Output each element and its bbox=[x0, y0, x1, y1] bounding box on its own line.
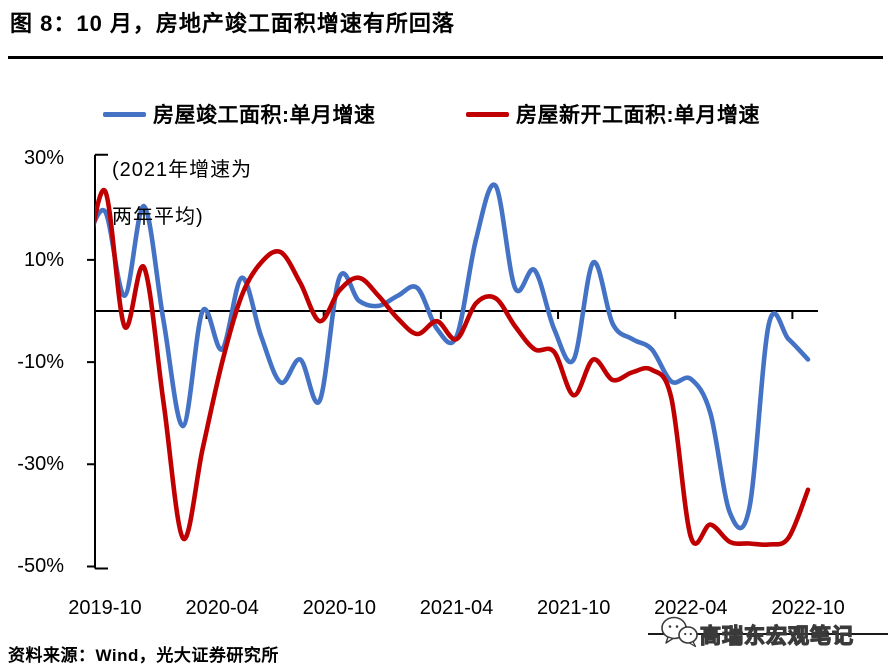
page-title: 图 8：10 月，房地产竣工面积增速有所回落 bbox=[10, 11, 455, 36]
series-line-completion bbox=[95, 182, 811, 531]
legend-label-new-starts: 房屋新开工面积:单月增速 bbox=[516, 104, 760, 127]
legend-swatch-blue-line-icon bbox=[103, 111, 146, 117]
x-axis-tick-label: 2021-10 bbox=[536, 597, 611, 619]
title-divider bbox=[8, 56, 883, 59]
x-axis-tick-label: 2020-04 bbox=[185, 597, 259, 619]
watermark-text: 高瑞东宏观笔记 bbox=[699, 624, 854, 648]
y-axis-tick-label: -50% bbox=[17, 555, 64, 578]
series-line-new-starts bbox=[95, 188, 811, 548]
x-axis-tick-label: 2022-10 bbox=[771, 597, 845, 619]
chart-annotation: (2021年增速为 bbox=[112, 159, 253, 181]
legend-item-completion: 房屋竣工面积:单月增速 bbox=[103, 102, 376, 127]
legend-swatch-red-line-icon bbox=[466, 111, 509, 117]
x-axis-tick-label: 2021-04 bbox=[419, 597, 494, 619]
watermark: 高瑞东宏观笔记 bbox=[648, 612, 888, 656]
legend-label-completion: 房屋竣工面积:单月增速 bbox=[153, 104, 376, 127]
y-axis-tick-label: -30% bbox=[17, 453, 64, 476]
x-axis-tick-label: 2020-10 bbox=[302, 597, 377, 619]
x-axis-tick-label: 2019-10 bbox=[68, 597, 142, 619]
x-axis-tick-label: 2022-04 bbox=[654, 597, 728, 619]
legend-item-new-starts: 房屋新开工面积:单月增速 bbox=[466, 102, 760, 127]
wechat-bubbles-icon bbox=[661, 616, 698, 648]
source-note: 资料来源：Wind，光大证券研究所 bbox=[8, 646, 279, 665]
y-axis-tick-label: -10% bbox=[17, 351, 64, 374]
chart-annotation: 两年平均) bbox=[112, 206, 204, 228]
y-axis-tick-label: 10% bbox=[23, 248, 64, 271]
watermark-strikethrough-line bbox=[648, 633, 888, 635]
y-axis-tick-label: 30% bbox=[23, 146, 64, 169]
